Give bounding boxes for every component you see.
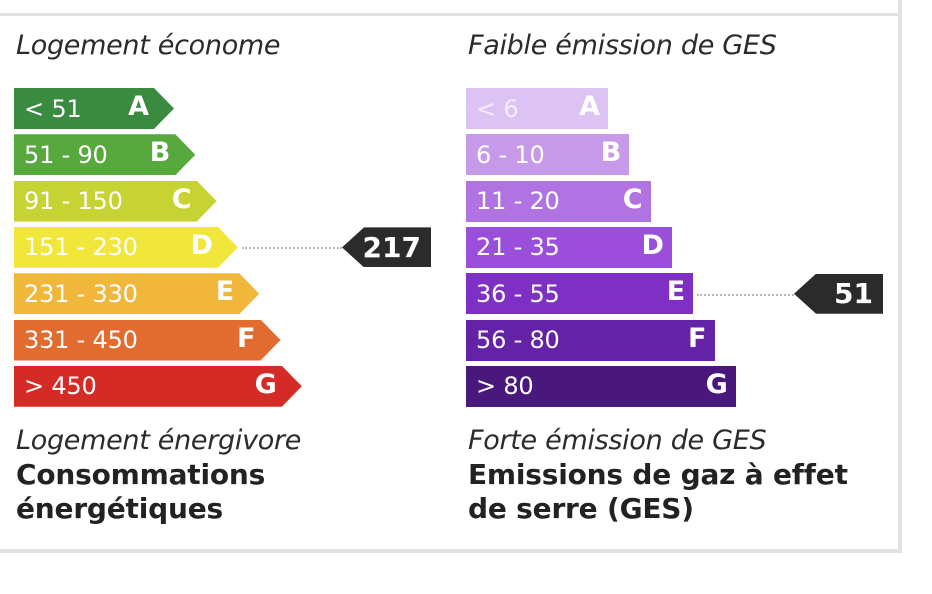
- ges-class-g: > 80 G: [466, 365, 736, 407]
- ges-class-range: 36 - 55: [476, 279, 560, 308]
- energy-class-c: 91 - 150 C: [14, 181, 217, 222]
- energy-footer-title: Consommations énergétiques: [16, 458, 266, 525]
- energy-class-e: 231 - 330 E: [14, 273, 259, 314]
- energy-indicator-line: [241, 247, 342, 250]
- energy-class-range: < 51: [24, 94, 82, 123]
- energy-class-letter: E: [215, 276, 235, 308]
- energy-class-letter: A: [128, 91, 149, 122]
- energy-value-marker: 217: [342, 227, 431, 268]
- energy-class-letter: C: [171, 183, 192, 215]
- ges-header: Faible émission de GES: [468, 30, 777, 61]
- ges-class-range: 56 - 80: [476, 326, 560, 354]
- energy-class-letter: D: [190, 229, 213, 261]
- energy-label-panel: Logement économe < 51 A 51 - 90 B 91 - 150 C 1…: [0, 13, 902, 553]
- ges-class-letter: F: [688, 322, 707, 354]
- ges-class-range: 21 - 35: [476, 233, 560, 262]
- energy-class-a: < 51 A: [14, 88, 174, 129]
- ges-footer-italic: Forte émission de GES: [468, 425, 767, 456]
- energy-class-range: 51 - 90: [24, 140, 108, 169]
- ges-value-marker: 51: [794, 273, 883, 314]
- ges-class-letter: A: [579, 91, 600, 122]
- ges-class-c: 11 - 20 C: [466, 180, 651, 222]
- ges-class-a: < 6 A: [466, 88, 608, 129]
- energy-class-letter: B: [149, 137, 171, 169]
- ges-class-range: > 80: [476, 372, 534, 401]
- energy-class-f: 331 - 450 F: [14, 320, 281, 361]
- ges-indicator-line: [697, 293, 794, 296]
- ges-footer-title: Emissions de gaz à effet de serre (GES): [468, 458, 848, 525]
- ges-class-range: 11 - 20: [476, 187, 560, 216]
- ges-class-range: < 6: [476, 94, 519, 123]
- energy-class-d: 151 - 230 D: [14, 227, 238, 268]
- energy-class-range: 231 - 330: [24, 279, 138, 308]
- ges-class-letter: E: [666, 276, 686, 308]
- top-border: [0, 0, 902, 13]
- ges-class-letter: G: [705, 368, 728, 400]
- energy-class-letter: G: [254, 368, 277, 400]
- ges-class-letter: D: [641, 229, 664, 261]
- energy-class-range: 91 - 150: [24, 187, 123, 216]
- ges-class-d: 21 - 35 D: [466, 226, 672, 268]
- ges-class-b: 6 - 10 B: [466, 134, 630, 176]
- energy-class-range: > 450: [24, 372, 97, 401]
- ges-class-f: 56 - 80 F: [466, 319, 715, 361]
- energy-class-g: > 450 G: [14, 366, 302, 407]
- ges-class-range: 6 - 10: [476, 140, 545, 169]
- ges-class-letter: B: [600, 137, 622, 169]
- energy-header: Logement économe: [16, 30, 281, 61]
- energy-class-b: 51 - 90 B: [14, 134, 195, 175]
- ges-class-e: 36 - 55 E: [466, 273, 694, 315]
- energy-class-range: 151 - 230: [24, 233, 138, 262]
- energy-footer-italic: Logement énergivore: [16, 425, 302, 456]
- energy-class-range: 331 - 450: [24, 326, 138, 354]
- energy-class-letter: F: [237, 322, 256, 354]
- ges-class-letter: C: [622, 183, 643, 215]
